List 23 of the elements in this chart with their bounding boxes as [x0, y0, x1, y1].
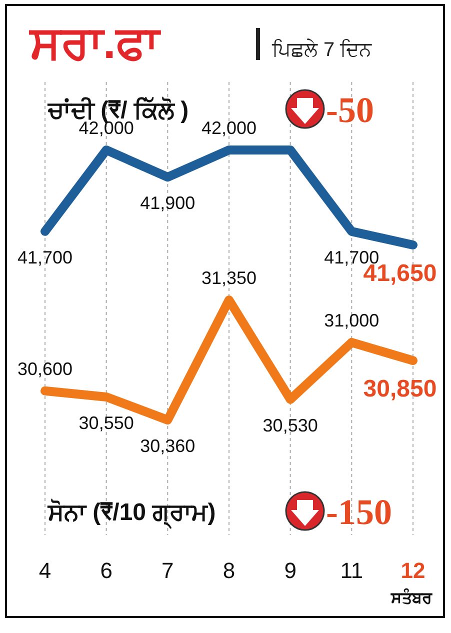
x-tick-label: 11 — [340, 558, 364, 583]
x-tick-label: 7 — [162, 558, 174, 583]
x-tick-label: 8 — [222, 558, 236, 583]
text: ਸੋਨਾ (₹/10 ਗ੍ਰਾਮ) — [47, 498, 216, 529]
data-label: 41,900 — [140, 193, 196, 214]
data-label: 30,550 — [78, 412, 134, 433]
text: -50 — [326, 90, 374, 130]
data-label: 31,000 — [324, 310, 380, 330]
x-tick-label: 4 — [38, 558, 52, 583]
x-tick-label: 6 — [100, 558, 112, 583]
data-label: 30,360 — [140, 436, 196, 456]
data-label: 41,700 — [17, 247, 73, 268]
x-tick-label: 9 — [284, 558, 296, 583]
data-label: 31,350 — [201, 268, 257, 288]
x-tick-label: 12 — [400, 558, 426, 583]
data-label: 42,000 — [201, 118, 257, 138]
data-label: 30,530 — [262, 415, 318, 436]
chart-title: ਸਰਾ.ਫਾ — [28, 16, 161, 68]
x-axis-title: ਸਤੰਬਰ — [390, 588, 433, 607]
data-label: 30,600 — [17, 358, 73, 379]
data-label: 30,850 — [363, 376, 437, 403]
chart-subtitle: ਪਿਛਲੇ 7 ਦਿਨ — [271, 38, 372, 61]
text: -150 — [326, 492, 392, 532]
